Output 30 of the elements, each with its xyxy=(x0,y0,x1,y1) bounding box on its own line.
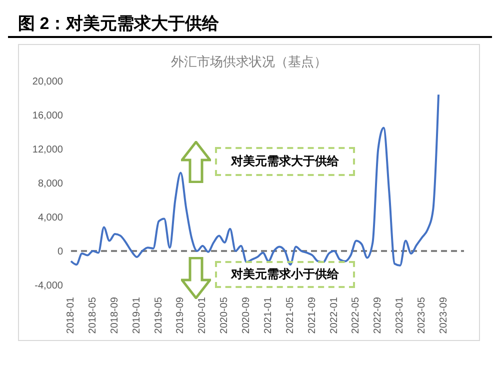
y-tick-label: 4,000 xyxy=(38,212,64,224)
line-series xyxy=(70,94,440,266)
x-tick-label: 2021-09 xyxy=(306,296,318,334)
x-tick-label: 2023-01 xyxy=(394,296,406,334)
x-tick-label: 2021-01 xyxy=(262,296,274,334)
annotation: 对美元需求大于供给 xyxy=(215,147,355,176)
y-tick-label: 20,000 xyxy=(32,76,64,88)
x-tick-label: 2018-09 xyxy=(109,296,120,334)
x-tick-label: 2023-09 xyxy=(438,296,450,334)
x-tick-label: 2020-05 xyxy=(219,296,230,334)
x-tick-label: 2018-05 xyxy=(87,296,98,334)
y-tick-label: 16,000 xyxy=(32,110,64,122)
y-tick-label: -4,000 xyxy=(34,280,64,292)
x-tick-label: 2023-05 xyxy=(416,296,428,334)
y-tick-label: 12,000 xyxy=(32,144,64,156)
x-tick-label: 2022-09 xyxy=(372,296,384,334)
y-tick-label: 8,000 xyxy=(38,178,64,190)
x-tick-label: 2018-01 xyxy=(66,296,76,334)
chart-title: 图 2：对美元需求大于供给 xyxy=(18,13,220,35)
y-tick-label: 0 xyxy=(57,246,64,258)
x-tick-label: 2019-09 xyxy=(175,296,186,334)
annotation: 对美元需求小于供给 xyxy=(215,261,355,288)
x-tick-label: 2020-01 xyxy=(197,296,208,334)
x-tick-label: 2021-05 xyxy=(284,296,296,334)
chart-subtitle: 外汇市场供求状况（基点） xyxy=(170,53,328,71)
x-tick-label: 2019-01 xyxy=(131,296,142,334)
x-tick-label: 2020-09 xyxy=(241,296,252,334)
x-tick-label: 2022-01 xyxy=(328,296,340,334)
x-tick-label: 2019-05 xyxy=(153,296,164,334)
x-tick-label: 2022-05 xyxy=(350,296,362,334)
